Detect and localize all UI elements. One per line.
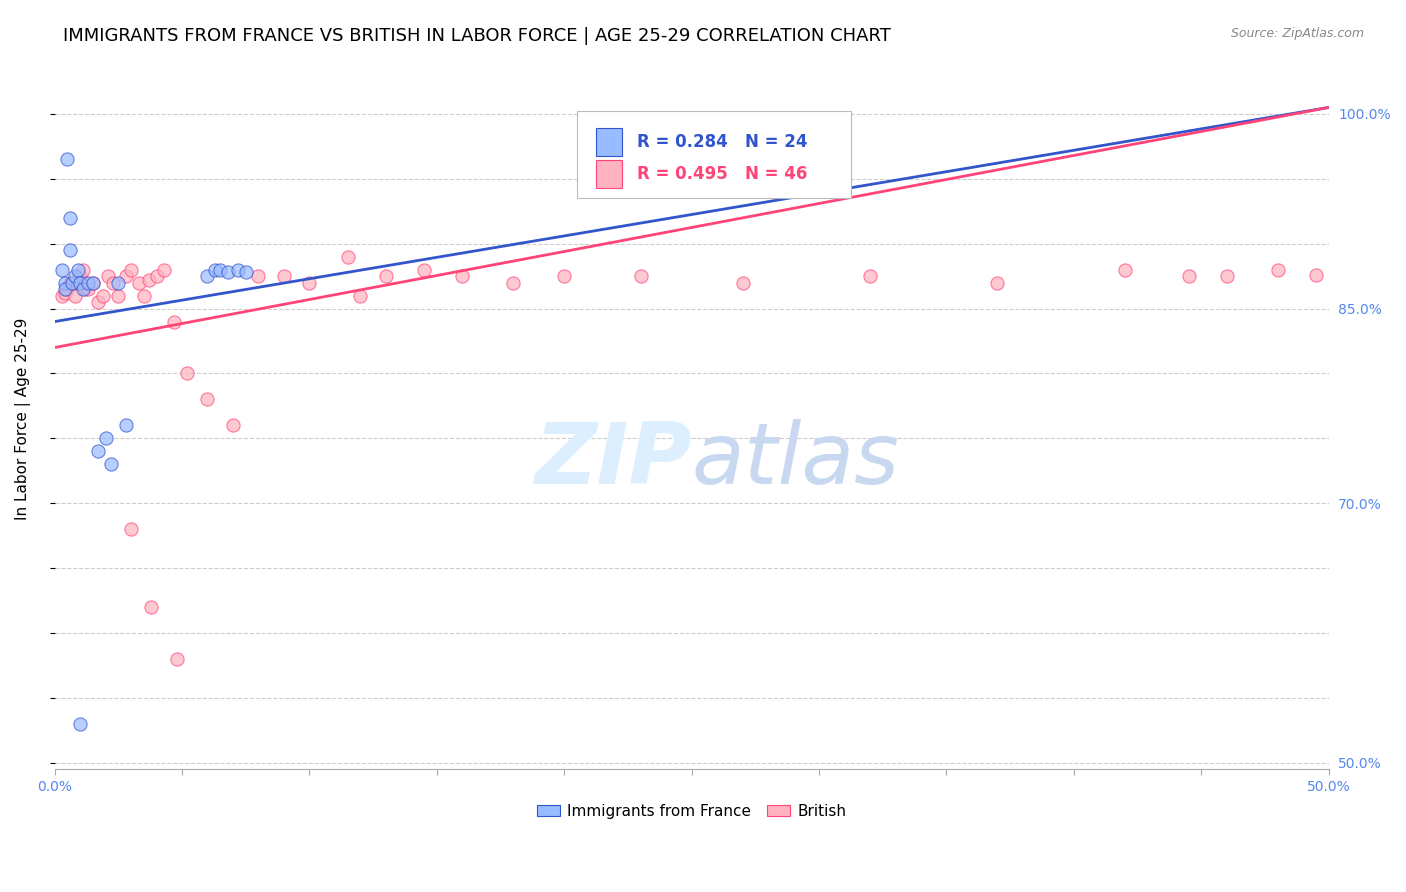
Point [226, 262, 249, 277]
Text: R = 0.284   N = 24: R = 0.284 N = 24 [637, 133, 807, 151]
Point [51, 262, 73, 277]
Point [66, 262, 89, 277]
Point [66, 276, 89, 290]
Point [72, 282, 94, 296]
FancyBboxPatch shape [596, 128, 621, 156]
Point [1267, 262, 1289, 277]
Point [217, 265, 239, 279]
Point [141, 600, 163, 615]
Point [145, 269, 167, 284]
Text: Source: ZipAtlas.com: Source: ZipAtlas.com [1230, 27, 1364, 40]
Point [451, 269, 474, 284]
Point [273, 269, 295, 284]
Point [1305, 268, 1327, 282]
Point [75, 282, 97, 296]
Point [1215, 269, 1237, 284]
Point [82, 276, 104, 290]
Point [62, 276, 84, 290]
Point [120, 522, 142, 536]
Point [235, 265, 257, 279]
Point [59, 211, 82, 225]
Point [204, 262, 226, 277]
Point [153, 262, 176, 277]
Point [349, 288, 371, 302]
Point [69, 276, 91, 290]
Text: R = 0.495   N = 46: R = 0.495 N = 46 [637, 165, 807, 183]
Point [94, 431, 117, 445]
FancyBboxPatch shape [576, 111, 851, 198]
Point [731, 276, 754, 290]
Point [630, 269, 652, 284]
Point [107, 288, 129, 302]
Point [1114, 262, 1136, 277]
Point [97, 269, 120, 284]
Point [859, 269, 882, 284]
Point [1177, 269, 1199, 284]
Point [197, 269, 219, 284]
Point [76, 276, 98, 290]
Point [53, 276, 76, 290]
Point [62, 276, 84, 290]
Point [91, 288, 114, 302]
Point [56, 282, 79, 296]
Point [76, 282, 98, 296]
Point [166, 652, 188, 666]
Point [115, 418, 138, 433]
Text: atlas: atlas [692, 419, 900, 502]
Point [59, 243, 82, 257]
Point [63, 288, 86, 302]
Y-axis label: In Labor Force | Age 25-29: In Labor Force | Age 25-29 [15, 318, 31, 520]
Point [336, 250, 359, 264]
Point [553, 269, 575, 284]
Point [53, 282, 76, 296]
FancyBboxPatch shape [596, 160, 621, 187]
Point [197, 392, 219, 407]
Point [209, 262, 232, 277]
Point [63, 269, 86, 284]
Text: IMMIGRANTS FROM FRANCE VS BRITISH IN LABOR FORCE | AGE 25-29 CORRELATION CHART: IMMIGRANTS FROM FRANCE VS BRITISH IN LAB… [63, 27, 891, 45]
Point [53, 286, 76, 301]
Point [298, 276, 321, 290]
Point [138, 273, 160, 287]
Point [986, 276, 1008, 290]
Point [132, 288, 155, 302]
Point [87, 444, 110, 458]
Point [247, 269, 270, 284]
Point [176, 367, 198, 381]
Legend: Immigrants from France, British: Immigrants from France, British [531, 797, 852, 825]
Point [87, 295, 110, 310]
Text: ZIP: ZIP [534, 419, 692, 502]
Point [107, 276, 129, 290]
Point [100, 458, 122, 472]
Point [374, 269, 396, 284]
Point [128, 276, 150, 290]
Point [51, 288, 73, 302]
Point [222, 418, 245, 433]
Point [82, 276, 104, 290]
Point [69, 269, 91, 284]
Point [502, 276, 524, 290]
Point [72, 262, 94, 277]
Point [115, 269, 138, 284]
Point [59, 276, 82, 290]
Point [69, 717, 91, 731]
Point [103, 276, 125, 290]
Point [163, 315, 186, 329]
Point [413, 262, 436, 277]
Point [56, 153, 79, 167]
Point [120, 262, 142, 277]
